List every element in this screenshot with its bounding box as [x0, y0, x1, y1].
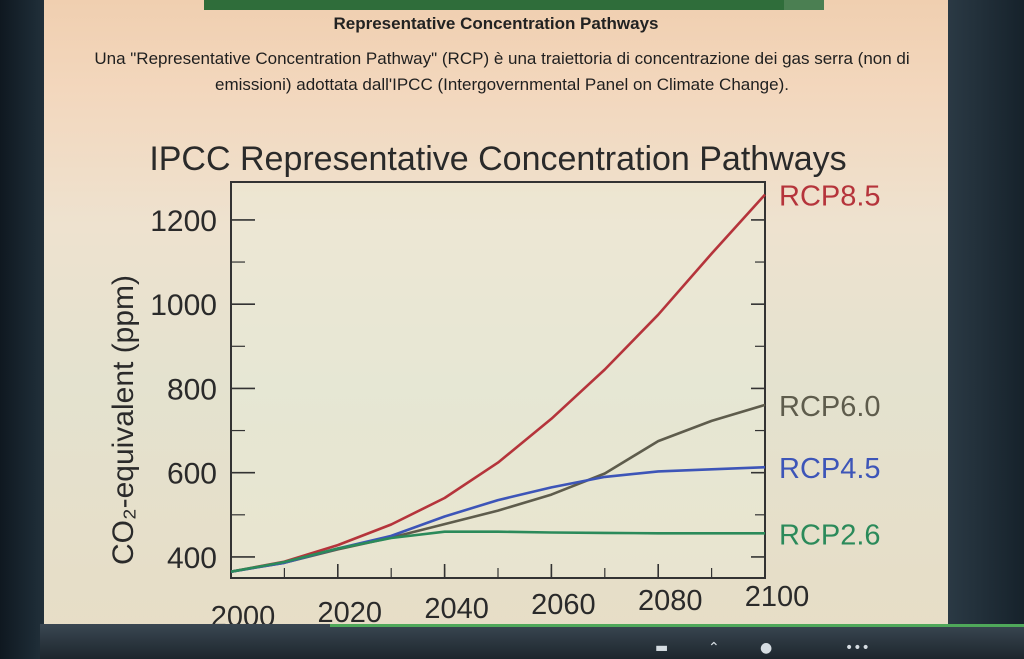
slide-heading: Representative Concentration Pathways	[333, 14, 659, 33]
x-tick-label: 2040	[424, 593, 489, 625]
series-label-rcp2-6: RCP2.6	[779, 519, 881, 551]
more-icon[interactable]: ▬	[655, 640, 669, 656]
slide-top-banner	[204, 0, 824, 10]
x-tick-label: 2020	[318, 597, 383, 629]
monitor-bezel-right	[946, 0, 1024, 659]
dots-icon[interactable]: •••	[845, 640, 870, 656]
presentation-slide: Representative Concentration Pathways Un…	[44, 0, 948, 640]
series-line-rcp8-5	[230, 193, 766, 573]
slide-top-banner-accent	[784, 0, 824, 10]
x-tick-label: 2080	[638, 585, 703, 617]
taskbar	[40, 624, 1024, 659]
y-tick-label: 400	[167, 542, 217, 575]
taskbar-accent-line	[330, 624, 1024, 627]
series-label-rcp8-5: RCP8.5	[779, 181, 881, 213]
slide-description: Una "Representative Concentration Pathwa…	[94, 49, 910, 94]
y-axis-label: CO₂-equivalent (ppm)	[107, 275, 140, 565]
monitor-bezel-left	[0, 0, 48, 659]
series-label-rcp4-5: RCP4.5	[779, 453, 881, 485]
chevron-up-icon[interactable]: ⌃	[708, 640, 720, 656]
y-tick-label: 600	[167, 458, 217, 491]
y-tick-label: 1000	[150, 289, 217, 322]
series-line-rcp2-6	[230, 530, 765, 573]
y-tick-label: 800	[167, 373, 217, 406]
bot-icon[interactable]: ●	[760, 640, 773, 656]
series-label-rcp6-0: RCP6.0	[779, 391, 881, 423]
y-tick-label: 1200	[150, 205, 217, 238]
x-tick-label: 2100	[745, 581, 810, 613]
plot-area-frame	[230, 181, 766, 579]
x-tick-label: 2060	[531, 589, 596, 621]
chart-title: IPCC Representative Concentration Pathwa…	[149, 140, 846, 178]
